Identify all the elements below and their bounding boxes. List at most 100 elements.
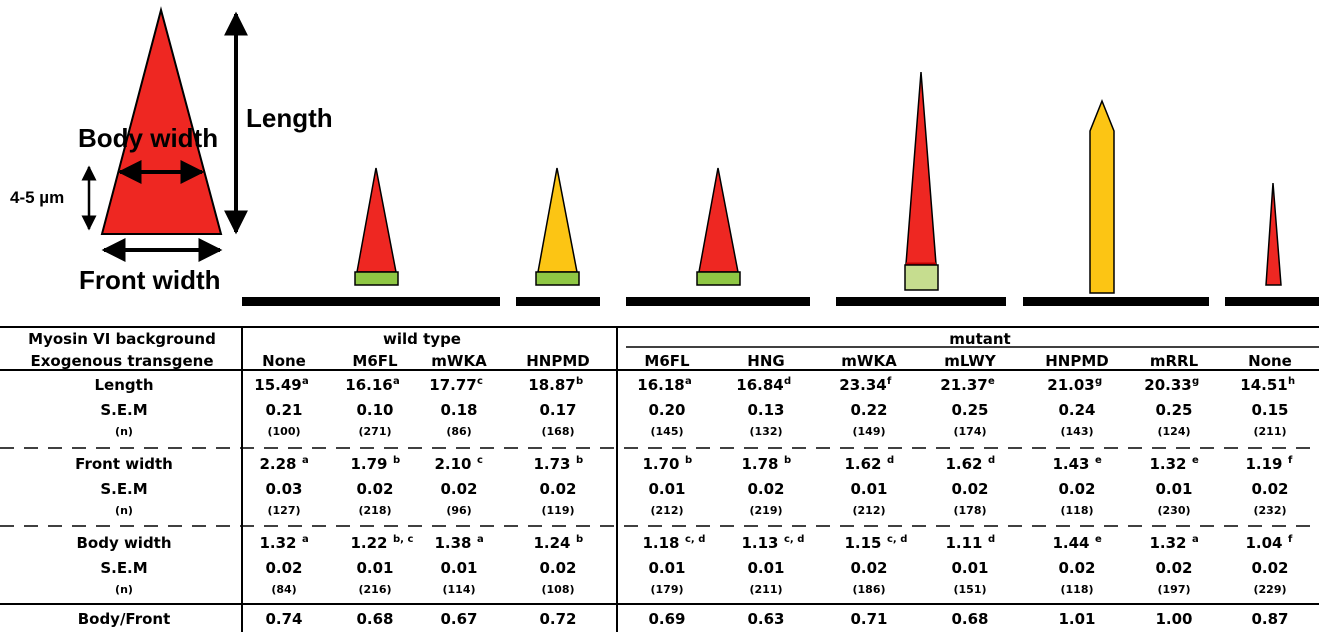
sem-cell: 0.01 — [1155, 480, 1192, 498]
sem-cell: 0.02 — [1251, 559, 1288, 577]
sem-cell: 0.17 — [539, 401, 576, 419]
body-width-label: Body width — [78, 123, 218, 153]
significance-letter: a — [1192, 534, 1199, 545]
n-cell: (84) — [271, 583, 296, 596]
value-cell: 16.16 — [345, 376, 392, 394]
ratio-cell: 0.71 — [850, 610, 887, 628]
row-label: (n) — [115, 504, 133, 517]
n-cell: (119) — [541, 504, 574, 517]
value-cell: 21.03 — [1047, 376, 1094, 394]
sem-cell: 0.10 — [356, 401, 393, 419]
significance-letter: f — [1288, 534, 1293, 545]
transgene-cell: mWKA — [841, 352, 897, 370]
transgene-cell: None — [1248, 352, 1292, 370]
significance-letter: a — [477, 534, 484, 545]
significance-letter: a — [393, 376, 400, 387]
n-cell: (108) — [541, 583, 574, 596]
filopodium-shape — [698, 167, 739, 273]
transgene-cell: M6FL — [352, 352, 398, 370]
value-cell: 20.33 — [1144, 376, 1191, 394]
value-cell: 1.62 — [945, 455, 982, 473]
significance-letter: d — [988, 455, 995, 466]
row-label: Length — [95, 376, 154, 394]
significance-letter: a — [302, 376, 309, 387]
n-cell: (211) — [1253, 425, 1286, 438]
sem-cell: 0.18 — [440, 401, 477, 419]
n-cell: (212) — [852, 504, 885, 517]
sem-cell: 0.02 — [440, 480, 477, 498]
value-cell: 1.73 — [533, 455, 570, 473]
significance-letter: b — [393, 455, 400, 466]
n-cell: (96) — [446, 504, 471, 517]
sem-cell: 0.24 — [1058, 401, 1095, 419]
sem-cell: 0.13 — [747, 401, 784, 419]
n-cell: (168) — [541, 425, 574, 438]
group-bar — [242, 297, 500, 306]
significance-letter: g — [1192, 376, 1199, 387]
filopodium-front — [696, 271, 741, 286]
filopodium-shape — [537, 167, 578, 273]
sem-cell: 0.25 — [1155, 401, 1192, 419]
value-cell: 1.78 — [741, 455, 778, 473]
transgene-header: Exogenous transgene — [30, 352, 213, 370]
row-label: S.E.M — [100, 480, 147, 498]
n-cell: (100) — [267, 425, 300, 438]
group-bar — [516, 297, 600, 306]
sem-cell: 0.02 — [951, 480, 988, 498]
significance-letter: e — [1192, 455, 1199, 466]
significance-letter: e — [1095, 534, 1102, 545]
value-cell: 1.32 — [1149, 534, 1186, 552]
ratio-cell: 0.67 — [440, 610, 477, 628]
n-cell: (230) — [1157, 504, 1190, 517]
schematic-cone — [100, 6, 223, 235]
significance-letter: b — [576, 534, 583, 545]
value-cell: 15.49 — [254, 376, 301, 394]
n-cell: (132) — [749, 425, 782, 438]
ratio-cell: 0.87 — [1251, 610, 1288, 628]
n-cell: (197) — [1157, 583, 1190, 596]
filopodium-front — [354, 271, 399, 286]
n-cell: (86) — [446, 425, 471, 438]
value-cell: 14.51 — [1240, 376, 1287, 394]
value-cell: 1.15 — [844, 534, 881, 552]
front-width-label: Front width — [79, 265, 221, 295]
filopodium-shape — [905, 71, 937, 265]
n-cell: (124) — [1157, 425, 1190, 438]
sem-cell: 0.21 — [265, 401, 302, 419]
value-cell: 2.28 — [259, 455, 296, 473]
significance-letter: c — [477, 455, 483, 466]
transgene-cell: HNG — [747, 352, 784, 370]
n-cell: (174) — [953, 425, 986, 438]
n-cell: (151) — [953, 583, 986, 596]
n-cell: (118) — [1060, 583, 1093, 596]
n-cell: (145) — [650, 425, 683, 438]
value-cell: 16.18 — [637, 376, 684, 394]
significance-letter: e — [1095, 455, 1102, 466]
value-cell: 16.84 — [736, 376, 783, 394]
n-cell: (216) — [358, 583, 391, 596]
n-cell: (271) — [358, 425, 391, 438]
significance-letter: e — [988, 376, 995, 387]
sem-cell: 0.03 — [265, 480, 302, 498]
group-bar — [1225, 297, 1319, 306]
sem-cell: 0.01 — [648, 480, 685, 498]
filopodium-shape — [356, 167, 397, 273]
transgene-cell: M6FL — [644, 352, 690, 370]
significance-letter: g — [1095, 376, 1102, 387]
sem-cell: 0.02 — [539, 559, 576, 577]
significance-letter: a — [302, 534, 309, 545]
row-label: (n) — [115, 583, 133, 596]
row-label: Body/Front — [78, 610, 171, 628]
value-cell: 1.13 — [741, 534, 778, 552]
n-cell: (118) — [1060, 504, 1093, 517]
filopodium-shape — [1265, 182, 1282, 286]
sem-cell: 0.01 — [951, 559, 988, 577]
n-cell: (114) — [442, 583, 475, 596]
value-cell: 18.87 — [528, 376, 575, 394]
sem-cell: 0.25 — [951, 401, 988, 419]
value-cell: 2.10 — [434, 455, 471, 473]
n-cell: (232) — [1253, 504, 1286, 517]
row-label: S.E.M — [100, 559, 147, 577]
sem-cell: 0.02 — [850, 559, 887, 577]
significance-letter: d — [784, 376, 791, 387]
